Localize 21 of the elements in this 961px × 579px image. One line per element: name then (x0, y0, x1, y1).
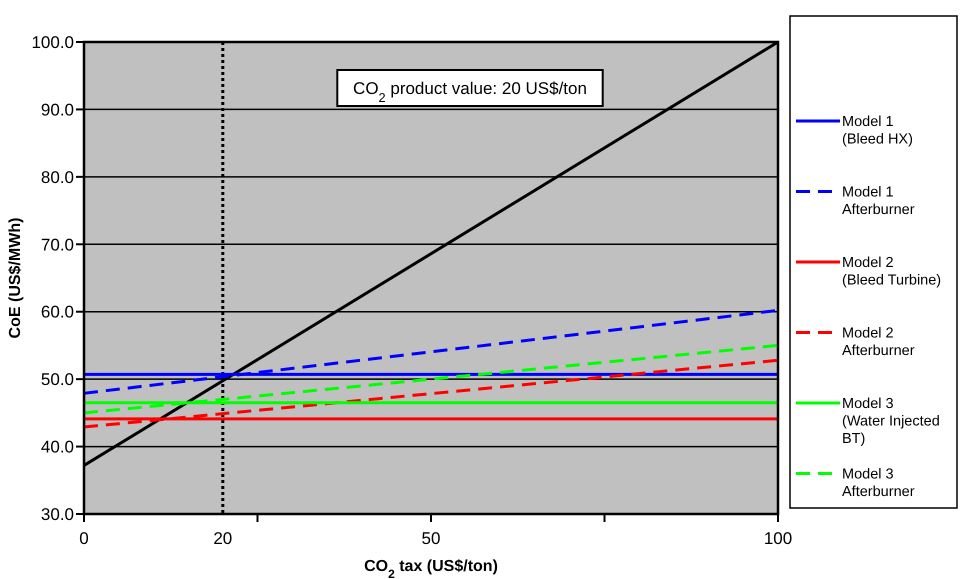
annotation: CO$_{2}$ product value: 20 US$/ton (353, 79, 587, 104)
legend-label: Model 2 Afterburner (842, 326, 915, 359)
x-tick-label: 100 (764, 529, 792, 548)
y-tick-label: 40.0 (40, 438, 74, 457)
y-tick-label: 30.0 (40, 505, 74, 524)
y-tick-label: 60.0 (40, 302, 74, 322)
y-tick-label: 50.0 (40, 370, 74, 390)
legend-label: Model 2 (Bleed Turbine) (842, 255, 942, 288)
y-tick-label: 80.0 (40, 168, 74, 187)
legend-label: Model 1 Afterburner (842, 184, 915, 218)
legend-label: Model 3 (Water Injected BT) (842, 396, 940, 447)
x-tick-label: 0 (79, 529, 89, 548)
legend-label: Model 1 (Bleed HX) (842, 114, 913, 148)
x-tick-label: 50 (422, 529, 440, 548)
y-tick-label: 90.0 (40, 100, 74, 120)
x-axis-title: CO$_{2}$ tax (US$/ton) (364, 558, 498, 579)
y-tick-label: 70.0 (40, 235, 74, 254)
y-tick-label: 100.0 (31, 33, 74, 52)
ref-line-label: 20 (213, 529, 232, 548)
legend-label: Model 3 Afterburner (842, 466, 915, 500)
y-axis-title: CoE (US$/MWh) (7, 218, 24, 338)
